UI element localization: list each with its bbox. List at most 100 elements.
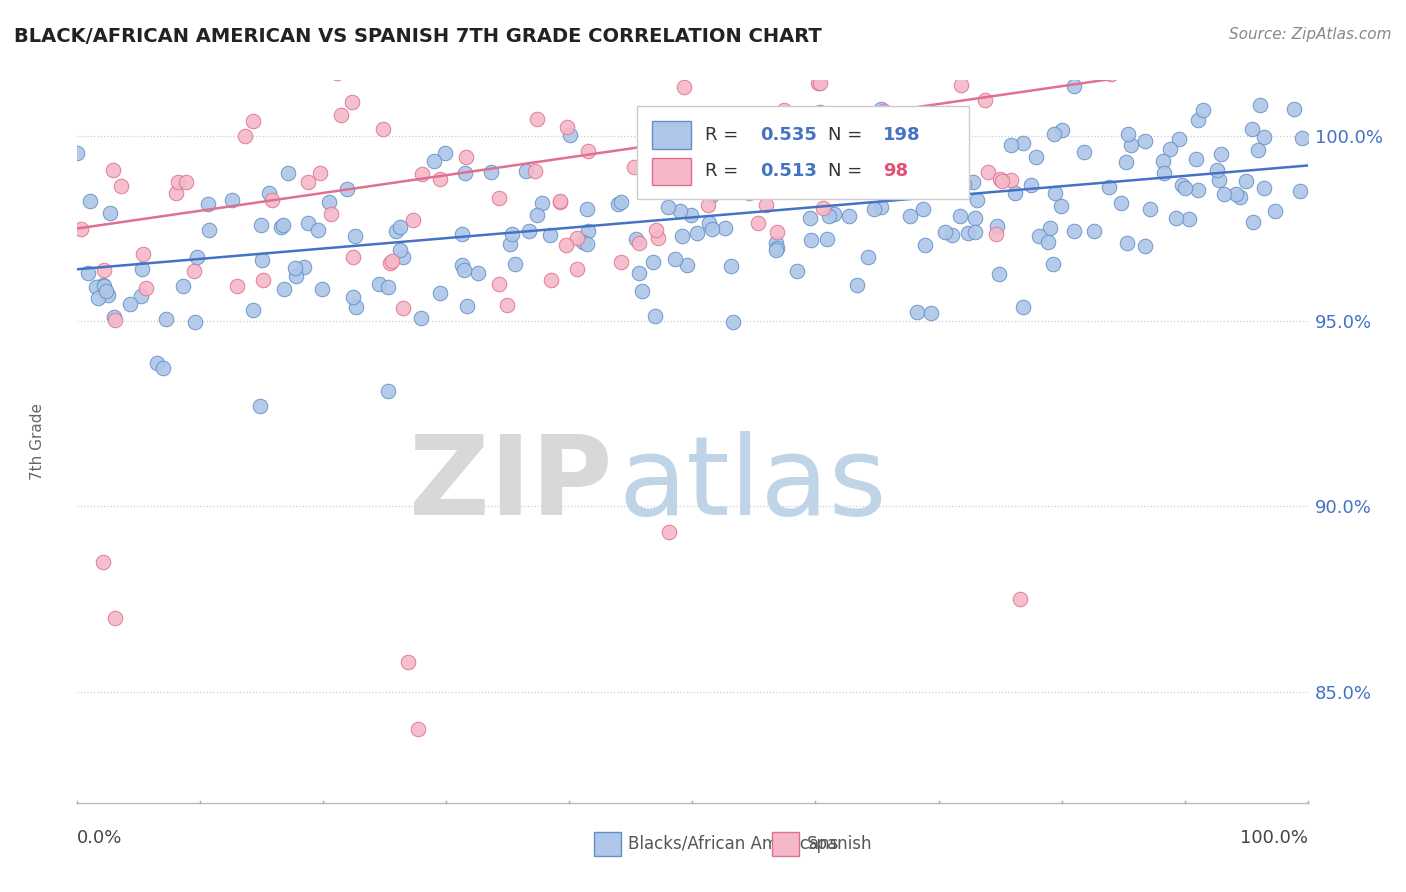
Point [956, 226, 979, 240]
Point [554, 238, 576, 252]
Point [1178, 211, 1201, 226]
Point [167, 176, 190, 190]
Point [1289, 185, 1312, 199]
Point [401, 213, 423, 227]
Point [340, 95, 363, 109]
Point [409, 311, 432, 326]
Point [1253, 180, 1275, 194]
Point [1043, 186, 1066, 200]
Point [1174, 180, 1197, 194]
Text: 0.535: 0.535 [761, 126, 817, 145]
Point [242, 303, 264, 318]
Point [576, 224, 599, 238]
Point [686, 226, 709, 240]
Point [488, 191, 510, 205]
Point [779, 184, 801, 198]
Point [765, 225, 787, 239]
Point [453, 263, 475, 277]
Point [914, 238, 936, 252]
Point [643, 163, 665, 178]
Point [565, 261, 588, 276]
Point [560, 128, 582, 142]
Point [174, 175, 197, 189]
Point [1039, 221, 1062, 235]
Point [467, 266, 489, 280]
Point [456, 299, 478, 313]
Point [866, 30, 889, 45]
Point [765, 241, 787, 255]
Point [936, 116, 959, 130]
Text: 198: 198 [883, 126, 921, 145]
Text: N =: N = [828, 162, 868, 180]
Text: 98: 98 [883, 162, 908, 180]
Text: ZIP: ZIP [409, 432, 613, 539]
Point [1043, 127, 1066, 141]
Point [378, 256, 401, 270]
Point [1099, 67, 1122, 81]
Point [411, 167, 433, 181]
Point [342, 289, 364, 303]
Text: Blacks/African Americans: Blacks/African Americans [628, 835, 839, 853]
Point [631, 284, 654, 298]
Point [451, 258, 474, 272]
Point [893, 129, 915, 144]
Point [966, 193, 988, 207]
Point [343, 229, 366, 244]
Point [1121, 137, 1143, 152]
Point [344, 300, 367, 314]
Point [765, 235, 787, 250]
Point [973, 93, 995, 107]
Point [1083, 224, 1105, 238]
Point [898, 209, 921, 223]
Point [292, 260, 315, 274]
Point [1291, 130, 1313, 145]
Point [720, 259, 742, 273]
Point [311, 282, 333, 296]
Point [249, 399, 271, 413]
Point [98, 205, 121, 219]
Point [628, 266, 651, 280]
Point [1206, 162, 1229, 177]
Point [948, 137, 970, 152]
Text: Spanish: Spanish [807, 835, 872, 853]
Point [429, 172, 451, 186]
Point [104, 313, 127, 327]
Point [662, 145, 685, 160]
Text: R =: R = [704, 162, 744, 180]
Point [1139, 202, 1161, 216]
Point [953, 177, 976, 191]
Point [86, 291, 108, 305]
Point [811, 201, 834, 215]
Point [772, 182, 794, 196]
Point [297, 216, 319, 230]
Point [912, 202, 935, 217]
Point [389, 220, 412, 235]
Point [846, 277, 869, 292]
Point [866, 153, 889, 167]
Point [1253, 129, 1275, 144]
Point [657, 200, 679, 214]
Point [1241, 215, 1264, 229]
Point [515, 164, 537, 178]
Bar [772, 832, 800, 855]
Point [1187, 112, 1209, 127]
Point [991, 174, 1014, 188]
Point [647, 231, 669, 245]
Point [221, 193, 243, 207]
Point [186, 250, 208, 264]
Point [93, 262, 115, 277]
Point [807, 76, 830, 90]
Point [1152, 153, 1174, 168]
Point [101, 163, 124, 178]
Text: 0.0%: 0.0% [77, 829, 122, 847]
Point [1000, 173, 1022, 187]
Point [284, 260, 307, 275]
Point [270, 219, 292, 234]
Point [700, 222, 723, 236]
Point [575, 236, 598, 251]
Point [962, 175, 984, 189]
Point [759, 60, 782, 74]
Point [1012, 136, 1035, 151]
Point [905, 305, 928, 319]
Point [367, 277, 389, 291]
